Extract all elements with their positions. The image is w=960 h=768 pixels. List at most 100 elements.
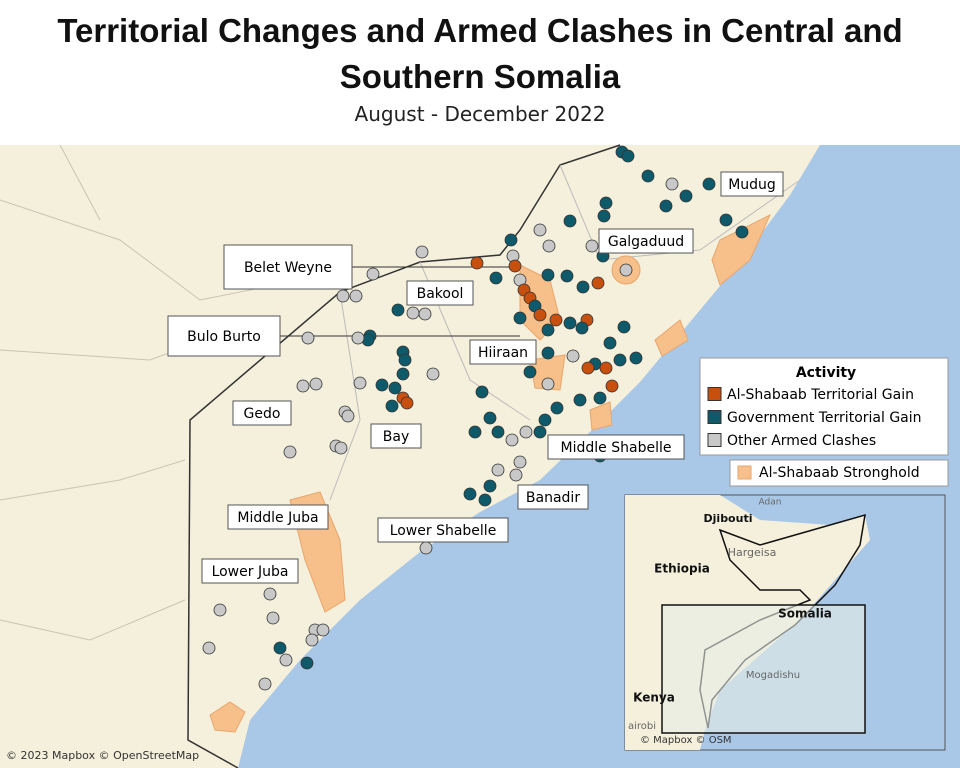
point (541, 268, 555, 282)
point (599, 196, 613, 210)
clash-points (202, 145, 749, 691)
label-box (406, 280, 474, 306)
point (513, 455, 527, 469)
point (341, 409, 355, 423)
point (426, 367, 440, 381)
border-lines (0, 144, 301, 641)
label-box (223, 244, 353, 290)
point (385, 399, 399, 413)
point (702, 177, 716, 191)
point (575, 321, 589, 335)
point (533, 308, 547, 322)
point (563, 316, 577, 330)
point (566, 349, 580, 363)
legend-label: Al-Shabaab Territorial Gain (727, 387, 914, 403)
point (538, 413, 552, 427)
point (505, 433, 519, 447)
point (300, 656, 314, 670)
point (336, 289, 350, 303)
stronghold (654, 319, 689, 357)
region-label: Galgaduud (608, 234, 684, 250)
point (263, 587, 277, 601)
label-box (377, 517, 509, 543)
stronghold (589, 401, 613, 431)
subtitle: August - December 2022 (354, 102, 606, 126)
point (309, 377, 323, 391)
point (603, 336, 617, 350)
point (719, 213, 733, 227)
label-box (232, 400, 292, 426)
point (599, 361, 613, 375)
point (576, 280, 590, 294)
point (468, 425, 482, 439)
point (305, 633, 319, 647)
stronghold (711, 213, 772, 286)
label-box (469, 339, 537, 365)
point (659, 199, 673, 213)
point (523, 365, 537, 379)
point (641, 169, 655, 183)
legend-swatch (707, 387, 722, 401)
point (351, 331, 365, 345)
point (597, 209, 611, 223)
point (591, 276, 605, 290)
region-label: Middle Shabelle (561, 440, 672, 456)
inset-label: airobi (628, 721, 656, 732)
point (418, 307, 432, 321)
point (573, 393, 587, 407)
point (353, 376, 367, 390)
stronghold-swatch (737, 465, 752, 480)
legend-title: Activity (796, 365, 856, 381)
point (478, 493, 492, 507)
region-label: Banadir (526, 490, 580, 506)
point (301, 331, 315, 345)
point (483, 411, 497, 425)
legend: Al-Shabaab Territorial Gain Government Te… (707, 387, 922, 449)
point (585, 239, 599, 253)
point (483, 479, 497, 493)
point (398, 353, 412, 367)
point (470, 256, 484, 270)
region-label: Middle Juba (237, 510, 318, 526)
point (489, 271, 503, 285)
label-box (201, 558, 299, 584)
point (541, 377, 555, 391)
stronghold-legend-box (729, 459, 949, 487)
point (388, 381, 402, 395)
legend-swatch (707, 410, 722, 424)
point (593, 391, 607, 405)
region-labels: Mudug Galgaduud Belet Weyne Bakool Bulo Burt… (167, 171, 784, 584)
stronghold (209, 701, 246, 733)
point (419, 541, 433, 555)
title: Territorial Changes and Armed Clashes in… (57, 12, 903, 95)
point (349, 289, 363, 303)
point (491, 425, 505, 439)
point (679, 189, 693, 203)
point (375, 378, 389, 392)
inset-labels: Djibouti Adan Hargeisa Ethiopia Somalia Mogad… (628, 498, 832, 733)
stronghold-label: Al-Shabaab Stronghold (759, 465, 920, 481)
point (560, 269, 574, 283)
point (619, 263, 633, 277)
point (509, 468, 523, 482)
point (213, 603, 227, 617)
point (266, 611, 280, 625)
label-box (547, 434, 685, 460)
inset-extent (661, 604, 866, 734)
point (258, 677, 272, 691)
point (283, 445, 297, 459)
region-label: Bulo Burto (187, 329, 261, 345)
inset-label: Ethiopia (654, 562, 710, 576)
inset-attribution: © Mapbox © OSM (640, 735, 732, 746)
inset-label: Hargeisa (728, 546, 777, 559)
point (202, 641, 216, 655)
inset-label: Mogadishu (746, 670, 800, 681)
point (541, 346, 555, 360)
point (549, 313, 563, 327)
point (550, 401, 564, 415)
inset (624, 494, 946, 751)
legend-label: Other Armed Clashes (727, 433, 876, 449)
point (273, 641, 287, 655)
label-box (227, 504, 329, 530)
